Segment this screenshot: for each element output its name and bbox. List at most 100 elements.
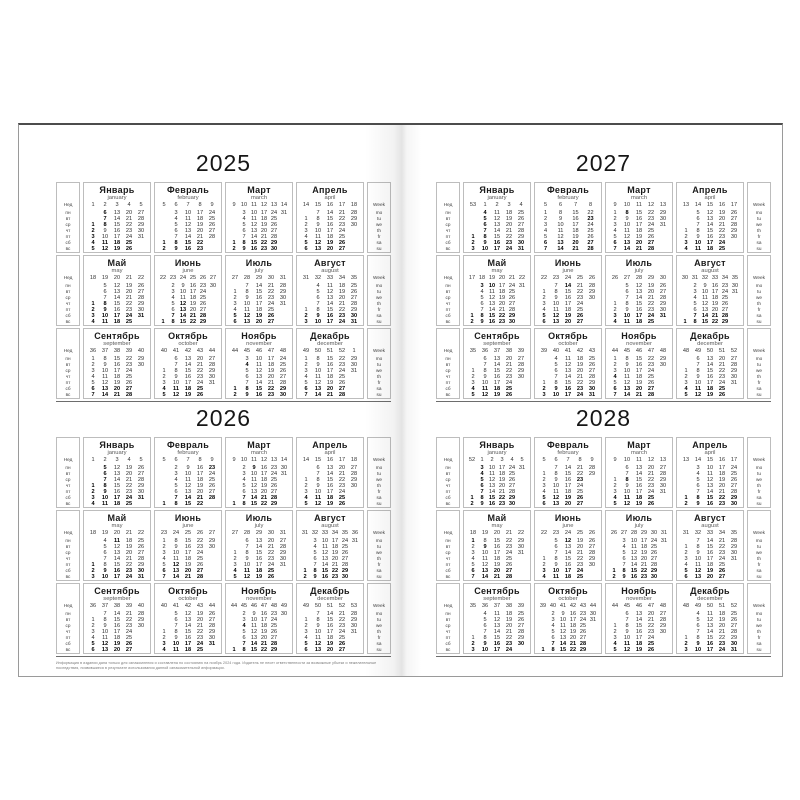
- date-cell: 6: [696, 216, 700, 222]
- weekday-dates-row: 4 11 18 25: [229, 477, 289, 483]
- date-cell: 13: [635, 611, 643, 617]
- date-cell: 4: [242, 477, 246, 483]
- date-cell: 13: [706, 483, 714, 489]
- date-cell: 15: [635, 623, 643, 629]
- weekday-label-row: пт: [60, 380, 76, 386]
- date-cell: 12: [255, 368, 263, 374]
- month-rows: 5 6 7 8 1 8 15 22 2 9 16 23 3 10 17 24 4 11 18 25 5 12 19 26 6 13…: [535, 202, 601, 252]
- date-cell: 6: [91, 647, 95, 653]
- weekday-label: mo: [375, 356, 383, 361]
- date-cell: 5: [483, 617, 487, 623]
- date-cell: 5: [233, 313, 237, 319]
- date-cell: 20: [711, 307, 719, 313]
- date-cell: 8: [622, 568, 626, 574]
- date-cell: 30: [137, 307, 145, 313]
- date-cell: 7: [625, 617, 629, 623]
- date-cell: 5: [91, 380, 95, 386]
- week-number-cell: 35: [469, 603, 477, 609]
- month-name-en: may: [491, 268, 503, 274]
- weekday-label-box-en: Week mo tu we th fr sa su: [367, 328, 391, 399]
- month-calendar: Март march 9 10 11 12 13 1 8 15 22 29 2 9 16 23 30 3 10 17 2…: [605, 182, 673, 253]
- weekday-dates-row: 5 12 19 26: [229, 483, 289, 489]
- weekday-dates-row: 3 10 17 24 31: [538, 392, 598, 398]
- month-name-en: july: [634, 268, 644, 274]
- week-column-label: Week: [753, 603, 765, 608]
- date-cell-empty: [586, 574, 598, 580]
- date-cell: 7: [696, 629, 700, 635]
- weekday-dates-row: 6 13 20 27: [300, 386, 360, 392]
- weekday-dates-row: 6 13 20 27: [300, 246, 360, 252]
- weekday-label-row: ср: [60, 368, 76, 374]
- date-cell: 17: [184, 641, 192, 647]
- date-cell: 27: [588, 544, 596, 550]
- date-cell: 20: [498, 301, 506, 307]
- weekday-dates-row: 3 10 17 24: [538, 301, 598, 307]
- week-number-cell: 39: [539, 603, 547, 609]
- date-cell: 18: [326, 635, 334, 641]
- date-cell: 17: [706, 556, 714, 562]
- date-cell: 16: [630, 574, 638, 580]
- date-cell: 13: [243, 319, 251, 325]
- weekday-dates-row: 3 10 17 24 31: [300, 319, 360, 325]
- weekday-label-row: sa: [751, 313, 767, 319]
- date-cell: 12: [493, 216, 501, 222]
- week-number-cell: 6: [558, 202, 563, 208]
- weekday-dates-row: 2 9 16 23 30: [609, 483, 669, 489]
- date-cell: 14: [321, 562, 329, 568]
- date-cell: 11: [102, 240, 108, 246]
- date-cell: 6: [162, 568, 166, 574]
- weekday-label: вт: [445, 362, 451, 367]
- week-number-cell: 52: [338, 348, 346, 354]
- week-numbers-row: 36 37 38 39 40: [87, 603, 147, 609]
- weekday-label-row: su: [751, 246, 767, 252]
- date-cell: 26: [718, 392, 726, 398]
- weekday-label-row: чт: [440, 629, 456, 635]
- label-box-spacer: [57, 438, 79, 457]
- weekday-label-row: mo: [371, 356, 387, 362]
- date-cell: 9: [245, 295, 249, 301]
- date-cell: 11: [180, 295, 186, 301]
- date-cell: 27: [270, 635, 278, 641]
- date-cell: 13: [552, 501, 560, 507]
- date-cell: 11: [114, 538, 120, 544]
- weekday-dates-row: 5 12 19 26: [680, 617, 740, 623]
- date-cell: 4: [613, 374, 617, 380]
- weekday-dates-row: 2 9 16 23 30: [300, 574, 360, 580]
- date-cell: 2: [543, 216, 548, 222]
- weekday-label-row: сб: [60, 313, 76, 319]
- weekday-dates-row: 7 14 21 28: [538, 283, 598, 289]
- week-number-cell: 6: [554, 457, 558, 463]
- date-cell: 19: [125, 283, 133, 289]
- month-rows: 26 27 28 29 30 5 12 19 26 6 13 20 27 7 14 21 28 1 8 15 22 29 2…: [606, 275, 672, 325]
- month-header: Март march: [226, 438, 292, 457]
- date-cell: 8: [103, 356, 107, 362]
- date-cell-empty: [206, 392, 218, 398]
- date-cell: 13: [113, 289, 121, 295]
- weekday-label-row: вс: [60, 501, 76, 507]
- week-number-cell: 36: [481, 603, 489, 609]
- date-cell: 17: [706, 240, 714, 246]
- month-header: Декабрь december: [677, 584, 743, 603]
- date-cell: 23: [125, 362, 133, 368]
- date-cell: 3: [613, 368, 617, 374]
- date-cell: 27: [208, 356, 216, 362]
- weekday-dates-row: 5 12 19 26: [680, 301, 740, 307]
- week-number-cell: 9: [232, 457, 236, 463]
- month-header: Август august: [677, 256, 743, 275]
- date-cell: 23: [576, 386, 584, 392]
- weekday-dates-row: 6 13 20 27: [467, 301, 527, 307]
- date-cell: 4: [316, 283, 320, 289]
- date-cell: 21: [267, 380, 275, 386]
- month-name-ru: Январь: [479, 185, 515, 195]
- week-number-cell: 36: [89, 603, 97, 609]
- date-cell: 26: [647, 647, 655, 653]
- weekday-label-row: чт: [440, 301, 456, 307]
- label-box-spacer: [748, 438, 770, 457]
- date-cell: 18: [564, 574, 572, 580]
- date-cell: 27: [730, 216, 738, 222]
- date-cell: 17: [326, 368, 334, 374]
- date-cell: 20: [505, 222, 513, 228]
- weekday-dates-row: 1 8 15 22: [158, 501, 218, 507]
- weekday-dates-row: 1 8 15 22 29: [300, 356, 360, 362]
- weekday-label: пт: [445, 562, 451, 567]
